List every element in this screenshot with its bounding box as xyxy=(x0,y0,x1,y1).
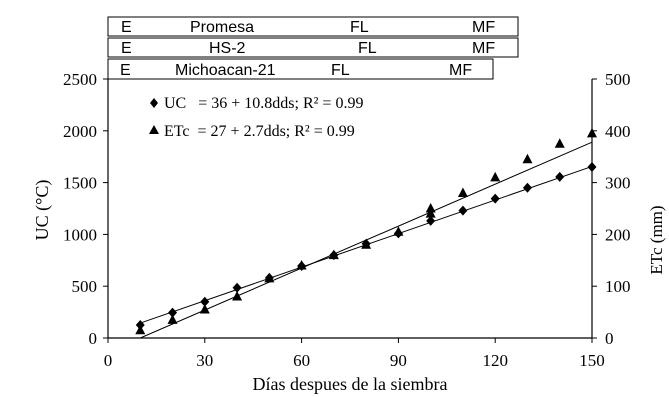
right-axis-title: ETc (mm) xyxy=(647,205,666,274)
left-y-tick-label: 500 xyxy=(72,277,98,296)
stage-mf-label: MF xyxy=(472,19,495,36)
axis-ticks: 0 30 60 90 120 150050010001500200025000100200… xyxy=(63,70,631,370)
stage-fl-label: FL xyxy=(358,40,377,57)
stage-e-label: E xyxy=(121,40,132,57)
legend-etc-equation: ETc = 27 + 2.7dds; R² = 0.99 xyxy=(164,123,355,140)
left-y-tick-label: 1500 xyxy=(63,174,97,193)
etc-point xyxy=(458,187,468,197)
uc-point xyxy=(555,172,564,182)
stage-variety-label: HS-2 xyxy=(209,40,246,57)
stage-bars: E Promesa FL MF E HS-2 FL MF E Michoacan… xyxy=(108,17,518,79)
left-y-tick-label: 1000 xyxy=(63,225,97,244)
stage-bar-hs2: E HS-2 FL MF xyxy=(108,38,518,57)
etc-point xyxy=(232,291,242,301)
legend-uc-equation: UC = 36 + 10.8dds; R² = 0.99 xyxy=(164,95,363,112)
etc-point xyxy=(168,314,178,324)
etc-point xyxy=(587,128,597,138)
stage-fl-label: FL xyxy=(350,19,369,36)
right-y-tick-label: 400 xyxy=(605,122,631,141)
etc-point xyxy=(490,172,500,182)
uc-point xyxy=(491,194,500,204)
stage-variety-label: Michoacan-21 xyxy=(175,62,276,79)
etc-point xyxy=(426,203,436,213)
stage-bar-frame xyxy=(108,38,518,57)
stage-e-label: E xyxy=(121,19,132,36)
uc-point xyxy=(458,206,467,216)
x-tick-label: 120 xyxy=(482,351,508,370)
right-y-tick-label: 200 xyxy=(605,225,631,244)
x-axis-title: Días despues de la siembra xyxy=(253,374,448,394)
right-y-tick-label: 0 xyxy=(605,329,614,348)
stage-mf-label: MF xyxy=(472,40,495,57)
etc-point xyxy=(297,260,307,270)
etc-point xyxy=(522,154,532,164)
legend-triangle-marker xyxy=(149,125,159,134)
left-y-tick-label: 2000 xyxy=(63,122,97,141)
uc-point xyxy=(588,162,597,172)
stage-bar-promesa: E Promesa FL MF xyxy=(108,17,518,36)
x-tick-label: 150 xyxy=(579,351,605,370)
data-points xyxy=(135,128,597,334)
stage-e-label: E xyxy=(120,62,131,79)
x-tick-label: 60 xyxy=(293,351,310,370)
stage-mf-label: MF xyxy=(449,62,472,79)
right-y-tick-label: 100 xyxy=(605,277,631,296)
legend: UC = 36 + 10.8dds; R² = 0.99 ETc = 27 + … xyxy=(149,95,363,140)
stage-fl-label: FL xyxy=(331,62,350,79)
x-tick-label: 30 xyxy=(196,351,213,370)
stage-variety-label: Promesa xyxy=(190,19,254,36)
right-y-tick-label: 500 xyxy=(605,70,631,89)
left-axis-title: UC (°C) xyxy=(32,180,53,241)
x-tick-label: 0 xyxy=(104,351,113,370)
left-y-tick-label: 0 xyxy=(89,329,98,348)
stage-bar-frame xyxy=(108,17,518,36)
x-tick-label: 90 xyxy=(390,351,407,370)
left-y-tick-label: 2500 xyxy=(63,70,97,89)
stage-bar-frame xyxy=(108,59,493,79)
uc-point xyxy=(523,183,532,193)
right-y-tick-label: 300 xyxy=(605,174,631,193)
stage-bar-michoacan21: E Michoacan-21 FL MF xyxy=(108,59,493,79)
etc-point xyxy=(555,138,565,148)
legend-diamond-marker xyxy=(150,98,158,108)
